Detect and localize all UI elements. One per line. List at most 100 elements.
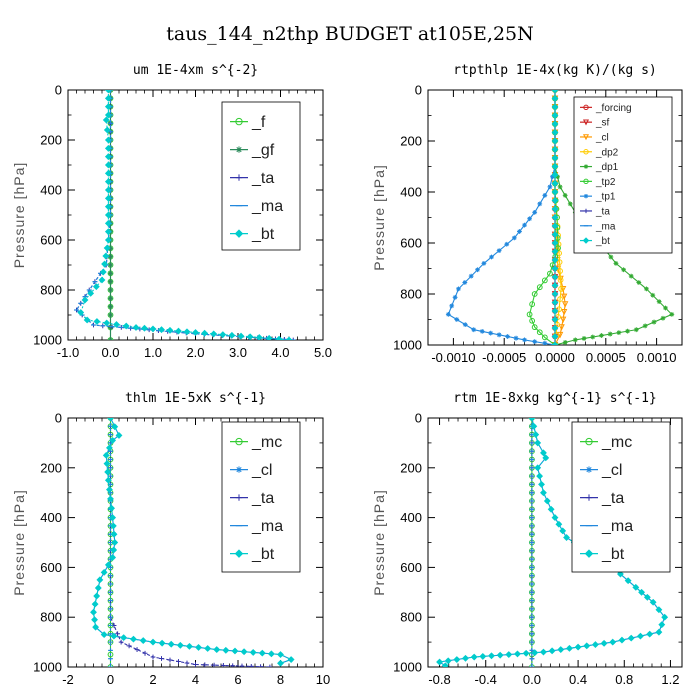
legend-label: _bt: [601, 546, 625, 563]
legend-box: [221, 101, 301, 251]
data-point: [644, 286, 649, 292]
legend-label: _ta: [251, 170, 274, 187]
data-point: [551, 514, 559, 522]
y-tick-label: 800: [40, 610, 62, 625]
data-point: [551, 180, 559, 187]
data-point: [547, 184, 553, 190]
data-point: [111, 539, 119, 546]
data-point: [104, 94, 112, 102]
data-point: [115, 432, 123, 439]
data-point: [104, 169, 112, 177]
x-tick-label: 0.0005: [586, 350, 626, 365]
x-tick-label: 5.0: [314, 345, 332, 360]
data-point: [636, 280, 642, 285]
legend-marker: [235, 466, 243, 473]
data-point: [551, 120, 559, 128]
data-point: [591, 641, 599, 649]
legend: _f _gf _ta _ma _bt: [221, 101, 301, 251]
data-point: [91, 600, 99, 608]
data-point: [551, 197, 559, 204]
data-point: [186, 642, 193, 650]
data-point: [258, 664, 263, 667]
data-point: [559, 286, 567, 293]
panel-4: rtm 1E-8xkg kg^{-1} s^{-1} Pressure [hPa]…: [371, 391, 683, 687]
data-point: [122, 322, 130, 330]
data-point: [109, 522, 117, 530]
legend-label: _tp1: [595, 192, 616, 203]
data-point: [452, 295, 458, 300]
data-point: [529, 317, 536, 324]
data-point: [104, 161, 112, 169]
data-point: [562, 193, 568, 198]
legend-label: _tp2: [595, 177, 616, 188]
data-point: [547, 270, 553, 277]
y-axis-label: Pressure [hPa]: [11, 162, 27, 269]
data-point: [104, 211, 112, 219]
y-tick-label: 800: [400, 287, 422, 302]
y-tick-label: 400: [40, 510, 62, 525]
data-point: [201, 329, 209, 337]
data-point: [551, 129, 559, 136]
data-point: [83, 316, 91, 324]
legend-label: _mc: [601, 434, 632, 451]
legend-marker: [235, 437, 243, 446]
data-point: [513, 335, 519, 341]
data-point: [213, 646, 221, 653]
data-point: [583, 642, 591, 650]
data-point: [159, 656, 164, 661]
data-point: [103, 126, 111, 134]
data-point: [551, 214, 559, 221]
data-point: [104, 178, 112, 186]
legend-marker: [235, 117, 243, 126]
x-tick-label: -0.4: [475, 672, 497, 687]
legend-label: _cl: [251, 462, 272, 479]
data-point: [81, 296, 89, 304]
legend-label: _bt: [595, 236, 610, 247]
x-tick-label: -0.0005: [482, 350, 526, 365]
data-point: [555, 174, 560, 180]
data-point: [108, 337, 113, 340]
legend-label: _sf: [595, 118, 610, 129]
data-point: [468, 273, 474, 279]
data-point: [504, 241, 510, 247]
y-axis-label: Pressure [hPa]: [11, 489, 27, 596]
data-point: [109, 514, 117, 522]
data-point: [566, 644, 573, 652]
x-tick-label: -1.0: [57, 345, 79, 360]
legend-marker: [583, 164, 589, 169]
data-point: [158, 326, 165, 334]
data-point: [192, 329, 199, 336]
data-point: [100, 568, 108, 576]
x-tick-label: -0.8: [428, 672, 450, 687]
legend-marker: [235, 174, 243, 181]
data-point: [555, 245, 561, 252]
data-point: [470, 653, 478, 661]
legend-marker: [583, 193, 589, 199]
data-point: [536, 472, 544, 480]
data-point: [104, 194, 112, 202]
y-axis-label: Pressure [hPa]: [371, 164, 387, 271]
y-tick-label: 400: [400, 185, 422, 200]
data-point: [542, 340, 548, 345]
data-point: [108, 325, 113, 330]
data-point: [551, 95, 559, 102]
data-point: [110, 546, 118, 554]
data-point: [456, 286, 461, 292]
data-point: [471, 327, 477, 333]
data-point: [496, 332, 502, 338]
data-point: [600, 639, 608, 647]
data-point: [93, 592, 101, 600]
data-point: [110, 632, 118, 640]
data-point: [104, 203, 112, 211]
data-point: [183, 328, 191, 336]
data-point: [99, 268, 107, 276]
data-point: [642, 323, 648, 329]
data-point: [590, 334, 596, 340]
legend-label: _ta: [251, 490, 274, 507]
data-point: [531, 291, 538, 297]
data-point: [277, 651, 284, 658]
data-point: [102, 116, 110, 124]
data-point: [108, 504, 115, 512]
data-point: [150, 654, 156, 660]
data-point: [548, 647, 556, 655]
